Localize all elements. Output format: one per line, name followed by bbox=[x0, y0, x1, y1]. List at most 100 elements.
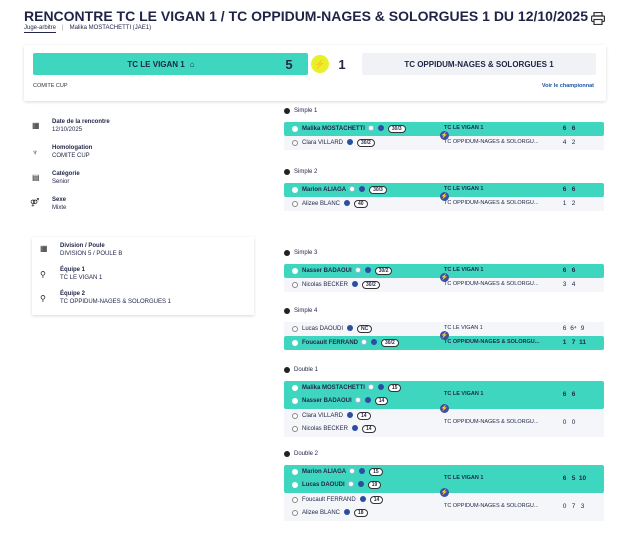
set-score: 6 bbox=[571, 186, 576, 193]
sex-value: Mixte bbox=[52, 205, 67, 211]
player-name[interactable]: Lucas DAOUDI NC bbox=[302, 325, 373, 333]
status-icon bbox=[367, 384, 374, 391]
player-name-text: Nasser BADAOUI bbox=[302, 398, 352, 404]
tennis-ball-icon bbox=[284, 367, 290, 373]
player-name[interactable]: Nasser BADAOUI 14 bbox=[302, 397, 389, 405]
division-block: Division / Poule DIVISION 5 / POULE B bbox=[60, 242, 122, 258]
set-score: 6 bbox=[571, 267, 576, 274]
club-name: TC LE VIGAN 1 bbox=[444, 267, 484, 273]
player-name[interactable]: Malika MOSTACHETTI 15 bbox=[302, 384, 402, 392]
player-name[interactable]: Marion ALIAGA 15 bbox=[302, 468, 383, 476]
lightning-icon: ⚡ bbox=[440, 192, 449, 201]
player-name-text: Nicolas BECKER bbox=[302, 282, 349, 288]
score-card: TC LE VIGAN 1 ⌂ 5 ⚡ 1 TC OPPIDUM-NAGES & … bbox=[24, 45, 606, 101]
lightning-icon: ⚡ bbox=[440, 404, 449, 413]
team2-block: Équipe 2 TC OPPIDUM-NAGES & SOLORGUES 1 bbox=[60, 290, 171, 306]
championship-link[interactable]: Voir le championnat bbox=[541, 83, 594, 89]
away-side-row[interactable]: Clara VILLARD 30/2 TC OPPIDUM-NAGES & SOLO… bbox=[284, 136, 604, 150]
federation-icon bbox=[347, 139, 354, 146]
federation-icon bbox=[359, 186, 366, 193]
team1-block: Équipe 1 TC LE VIGAN 1 bbox=[60, 266, 102, 282]
away-side-row[interactable]: Clara VILLARD 14 Nicolas BECKER 14 TC OPPIDU… bbox=[284, 409, 604, 437]
away-side-row[interactable]: Alizee BLANC 40 TC OPPIDUM-NAGES & SOLORGU… bbox=[284, 197, 604, 211]
away-team-button[interactable]: TC OPPIDUM-NAGES & SOLORGUES 1 bbox=[362, 53, 596, 75]
category-value: Senior bbox=[52, 179, 70, 185]
player-name[interactable]: Alizee BLANC 40 bbox=[302, 200, 368, 208]
ranking-badge: 19 bbox=[367, 481, 382, 489]
set-score: 4 bbox=[571, 281, 576, 288]
racket-icon: ⚲ bbox=[40, 270, 46, 279]
federation-icon bbox=[364, 267, 371, 274]
federation-icon bbox=[357, 481, 364, 488]
player-name[interactable]: Marion ALIAGA 30/3 bbox=[302, 186, 387, 194]
ranking-badge: 30/2 bbox=[374, 267, 393, 275]
club-name: TC LE VIGAN 1 bbox=[444, 186, 484, 192]
match-title-label: Double 2 bbox=[294, 451, 319, 457]
federation-icon bbox=[347, 412, 354, 419]
status-icon bbox=[354, 397, 361, 404]
club-name: TC OPPIDUM-NAGES & SOLORGU... bbox=[444, 281, 539, 287]
set-score: 7 bbox=[571, 339, 576, 346]
away-side-row[interactable]: Nicolas BECKER 30/2 TC OPPIDUM-NAGES & SOL… bbox=[284, 278, 604, 292]
ranking-badge: 15 bbox=[387, 384, 402, 392]
player-name[interactable]: Foucault FERRAND 30/2 bbox=[302, 339, 399, 347]
player-avatar-icon bbox=[292, 510, 298, 516]
ranking-badge: 30/3 bbox=[369, 186, 387, 194]
set-score: 3 bbox=[580, 503, 585, 510]
away-side-row[interactable]: Foucault FERRAND 14 Alizee BLANC 18 TC OPPID… bbox=[284, 493, 604, 521]
club-name: TC OPPIDUM-NAGES & SOLORGU... bbox=[444, 200, 539, 206]
player-name[interactable]: Lucas DAOUDI 19 bbox=[302, 481, 382, 489]
player-name[interactable]: Alizee BLANC 18 bbox=[302, 509, 368, 517]
player-name[interactable]: Clara VILLARD 14 bbox=[302, 412, 371, 420]
team2-value: TC OPPIDUM-NAGES & SOLORGUES 1 bbox=[60, 299, 172, 305]
home-team-name: TC LE VIGAN 1 bbox=[127, 59, 185, 69]
ranking-badge: 14 bbox=[369, 496, 384, 504]
homologation-label: Homologation bbox=[52, 145, 93, 151]
player-avatar-icon bbox=[292, 187, 298, 193]
sex-label: Sexe bbox=[52, 197, 67, 203]
tennis-ball-icon bbox=[284, 108, 290, 114]
match-title-label: Double 1 bbox=[294, 367, 319, 373]
player-avatar-icon bbox=[292, 268, 298, 274]
home-side-row[interactable]: Lucas DAOUDI NC TC LE VIGAN 1 6 6⁴ 9 bbox=[284, 322, 604, 336]
player-name-text: Lucas DAOUDI bbox=[302, 326, 344, 332]
player-avatar-icon bbox=[292, 413, 298, 419]
category-label: Catégorie bbox=[52, 171, 80, 177]
match-title: Simple 2 bbox=[284, 169, 317, 175]
player-name[interactable]: Foucault FERRAND 14 bbox=[302, 496, 384, 504]
judge-line: Juge-arbitre | Malika MOSTACHETTI (JAE1) bbox=[24, 25, 151, 33]
player-avatar-icon bbox=[292, 482, 298, 488]
tennis-ball-icon bbox=[284, 451, 290, 457]
federation-icon bbox=[352, 281, 359, 288]
player-name[interactable]: Clara VILLARD 30/2 bbox=[302, 139, 375, 147]
player-name-text: Marion ALIAGA bbox=[302, 187, 347, 193]
home-team-button[interactable]: TC LE VIGAN 1 ⌂ bbox=[33, 53, 289, 75]
player-avatar-icon bbox=[292, 497, 298, 503]
set-score: 1 bbox=[562, 200, 567, 207]
player-avatar-icon bbox=[292, 126, 298, 132]
ranking-badge: 14 bbox=[357, 412, 371, 420]
ranking-badge: 18 bbox=[354, 509, 368, 517]
player-name[interactable]: Malika MOSTACHETTI 30/3 bbox=[302, 125, 406, 133]
away-score: 1 bbox=[338, 56, 346, 72]
player-name[interactable]: Nicolas BECKER 14 bbox=[302, 425, 376, 433]
tennis-ball-icon bbox=[284, 250, 290, 256]
set-score: 7 bbox=[571, 503, 576, 510]
federation-icon bbox=[352, 425, 359, 432]
date-value: 12/10/2025 bbox=[52, 127, 83, 133]
team1-value: TC LE VIGAN 1 bbox=[60, 275, 103, 281]
player-name[interactable]: Nasser BADAOUI 30/2 bbox=[302, 267, 393, 275]
federation-icon bbox=[347, 325, 354, 332]
player-name[interactable]: Nicolas BECKER 30/2 bbox=[302, 281, 380, 289]
away-side-row[interactable]: Foucault FERRAND 30/2 TC OPPIDUM-NAGES & S… bbox=[284, 336, 604, 350]
lightning-icon: ⚡ bbox=[440, 488, 449, 497]
federation-icon bbox=[371, 339, 377, 346]
set-score: 2 bbox=[571, 200, 576, 207]
print-icon[interactable] bbox=[591, 12, 605, 25]
